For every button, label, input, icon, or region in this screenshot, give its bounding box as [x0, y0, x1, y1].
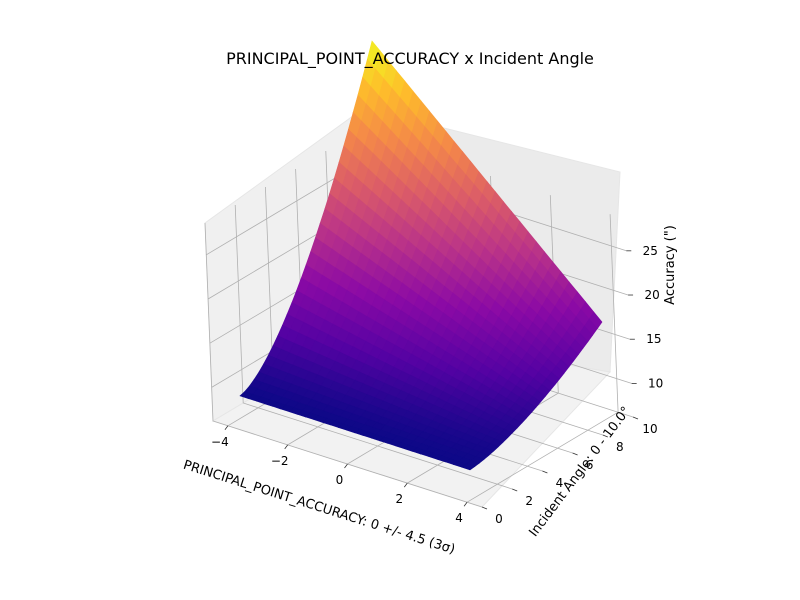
x-tick-label: 2 [395, 492, 403, 506]
y-tick-mark [481, 506, 488, 510]
x-tick-mark [344, 463, 348, 469]
z-tick-label: 10 [648, 376, 663, 390]
z-axis-label: Accuracy (") [663, 225, 678, 305]
surface-patch [461, 463, 476, 471]
x-tick-label: −4 [211, 435, 229, 449]
z-tick-label: 25 [643, 244, 658, 258]
y-tick-mark [632, 416, 639, 420]
x-tick-label: −2 [271, 454, 289, 468]
y-tick-mark [512, 488, 518, 492]
y-tick-label: 4 [556, 476, 564, 490]
y-grid-line [204, 222, 483, 508]
chart-title: PRINCIPAL_POINT_ACCURACY x Incident Angl… [226, 49, 594, 69]
y-tick-mark [602, 434, 608, 438]
y-tick-label: 6 [586, 458, 594, 472]
x-tick-label: 0 [336, 473, 344, 487]
surface [239, 40, 603, 471]
x-tick-label: 4 [455, 511, 463, 525]
y-tick-label: 10 [642, 422, 657, 436]
y-tick-label: 8 [616, 440, 624, 454]
y-tick-label: 0 [495, 512, 503, 526]
z-tick-label: 20 [644, 288, 659, 302]
z-tick-label: 15 [646, 332, 661, 346]
y-tick-label: 2 [525, 494, 533, 508]
y-grid-line [234, 204, 513, 490]
axis-lines [224, 250, 639, 510]
x-tick-mark [463, 501, 468, 507]
y-tick-mark [572, 452, 578, 456]
x-tick-mark [403, 482, 408, 488]
tick-labels: −4 −2 0 2 4 0 2 4 6 8 10 10 15 20 25 [211, 244, 663, 526]
y-tick-mark [542, 470, 548, 474]
x-tick-mark [284, 444, 289, 450]
x-tick-mark [224, 425, 229, 431]
